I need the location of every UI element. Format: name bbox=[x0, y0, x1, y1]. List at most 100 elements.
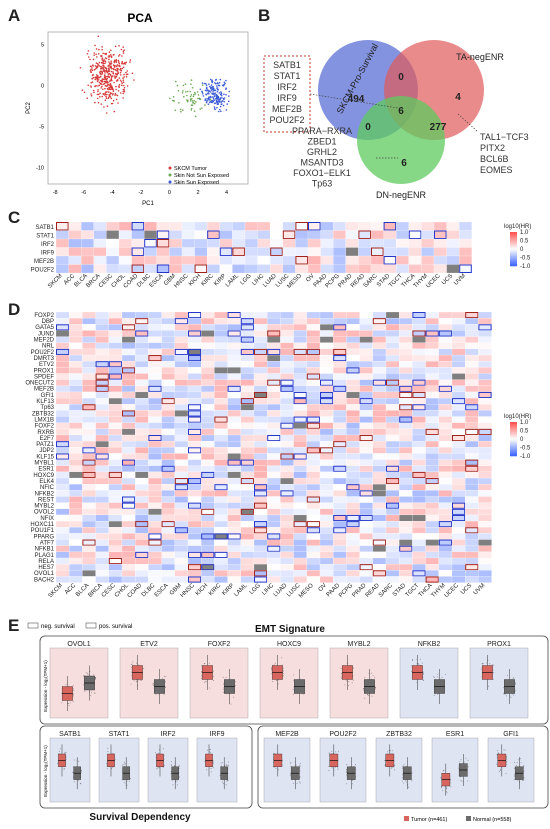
heatmap-sig-pos bbox=[412, 391, 426, 399]
venn-pointer-ta bbox=[457, 113, 479, 133]
venn-dn-genes: PPARA−RXRAZBED1GRHL2MSANTD3FOXO1−ELK1Tp6… bbox=[292, 126, 352, 189]
heatmap-cell bbox=[121, 354, 136, 362]
heatmap-cell bbox=[399, 354, 413, 362]
venn-count-ta-only: 4 bbox=[455, 92, 461, 103]
pca-point-tumor bbox=[110, 78, 113, 81]
heatmap-cell bbox=[95, 564, 109, 571]
boxplot-point bbox=[497, 752, 499, 754]
heatmap-sig-pos bbox=[270, 247, 283, 256]
heatmap-cell bbox=[372, 391, 387, 399]
pca-point-sun bbox=[219, 105, 222, 108]
pca-point-sun bbox=[201, 82, 204, 84]
heatmap-cell bbox=[370, 255, 384, 265]
heatmap-cell bbox=[227, 502, 241, 509]
pca-point-sun bbox=[214, 102, 216, 105]
colorbar-swatch bbox=[510, 449, 517, 452]
venn-count-skcm-only: 494 bbox=[348, 94, 365, 105]
boxplot-point bbox=[516, 761, 518, 763]
heatmap-cell bbox=[425, 373, 439, 380]
venn-center-gene: SATB1 bbox=[273, 60, 301, 70]
heatmap-sig-pos bbox=[465, 459, 479, 466]
heatmap-row-label: Tp63 bbox=[40, 405, 54, 411]
heatmap-cell bbox=[214, 453, 228, 460]
heatmap-sig-neg bbox=[383, 256, 397, 265]
pca-point-sun bbox=[228, 100, 230, 103]
pca-point-tumor bbox=[123, 76, 125, 78]
heatmap-cell bbox=[108, 354, 123, 362]
heatmap-cell bbox=[282, 230, 296, 240]
heatmap-cell bbox=[187, 379, 202, 386]
heatmap-cell bbox=[148, 330, 162, 337]
pca-point-tumor bbox=[98, 61, 101, 64]
heatmap-cell bbox=[425, 397, 439, 405]
heatmap-cell bbox=[267, 490, 281, 497]
heatmap-cell bbox=[359, 477, 373, 485]
heatmap-cell bbox=[121, 533, 136, 540]
pca-point-tumor bbox=[122, 81, 125, 83]
pca-point-tumor bbox=[126, 70, 129, 72]
heatmap-cell bbox=[135, 373, 149, 380]
boxplot-gene-title: IRF2 bbox=[160, 731, 175, 738]
heatmap-col-label: KIRC bbox=[208, 582, 223, 597]
heatmap-sig-neg bbox=[320, 379, 334, 386]
colorbar-swatch bbox=[510, 454, 517, 457]
boxplot-point bbox=[226, 780, 228, 782]
pca-point-tumor bbox=[115, 65, 118, 67]
heatmap-cell bbox=[240, 434, 255, 442]
heatmap-cell bbox=[201, 348, 215, 356]
heatmap-sig-neg bbox=[188, 478, 202, 485]
heatmap-sig-neg bbox=[399, 416, 413, 423]
heatmap-cell bbox=[253, 318, 268, 325]
colorbar-swatch bbox=[510, 257, 517, 260]
heatmap-cell bbox=[267, 447, 281, 454]
heatmap-cell bbox=[219, 230, 233, 240]
boxplot-point bbox=[271, 668, 272, 670]
heatmap-cell bbox=[346, 330, 360, 337]
heatmap-cell bbox=[451, 428, 466, 436]
boxplot-point bbox=[345, 680, 347, 682]
heatmap-cell bbox=[293, 311, 307, 319]
heatmap-cell bbox=[372, 324, 387, 331]
colorbar-swatch bbox=[510, 444, 517, 447]
heatmap-cell bbox=[293, 527, 307, 534]
pca-point-tumor bbox=[91, 81, 94, 83]
pca-point-tumor bbox=[112, 72, 114, 75]
pca-point-tumor bbox=[122, 52, 125, 54]
heatmap-cell bbox=[465, 379, 479, 386]
heatmap-row-label: FOXF2 bbox=[35, 424, 55, 430]
pca-point-tumor bbox=[108, 73, 111, 75]
pca-point-sun bbox=[216, 98, 218, 100]
heatmap-cell bbox=[118, 221, 132, 231]
heatmap-cell bbox=[135, 490, 149, 497]
heatmap-cell bbox=[478, 311, 492, 319]
boxplot-point bbox=[513, 694, 515, 696]
heatmap-cell bbox=[319, 484, 334, 491]
pca-point-tumor bbox=[103, 106, 105, 108]
heatmap-cell bbox=[465, 373, 479, 380]
boxplot-point bbox=[124, 763, 126, 765]
pca-point-tumor bbox=[108, 61, 110, 63]
heatmap-cell bbox=[399, 539, 413, 546]
pca-point-not-sun bbox=[186, 90, 189, 93]
pca-point-sun bbox=[225, 88, 227, 90]
pca-point-sun bbox=[223, 97, 226, 99]
heatmap-cell bbox=[121, 373, 136, 380]
heatmap-cell bbox=[135, 342, 149, 350]
boxplot-point bbox=[163, 693, 165, 695]
colorbar-tick: 0.5 bbox=[520, 239, 529, 245]
boxplot-point bbox=[355, 764, 356, 765]
heatmap-cell bbox=[121, 342, 136, 350]
boxplot-point bbox=[421, 662, 423, 664]
pca-plot: PCA -8 -6 -4 -2 0 2 4 50-5-10 PC1 PC2 SKCM Tum… bbox=[26, 11, 249, 207]
pca-point-tumor bbox=[116, 78, 119, 81]
boxplot-gene-title: ETV2 bbox=[140, 641, 158, 648]
pca-point-sun bbox=[218, 100, 220, 102]
heatmap-cell bbox=[306, 465, 321, 473]
boxplot-point bbox=[372, 675, 374, 677]
heatmap-cell bbox=[280, 311, 294, 319]
boxplot-frame bbox=[49, 737, 91, 803]
heatmap-cell bbox=[227, 514, 241, 522]
heatmap-cell bbox=[214, 557, 228, 565]
heatmap-cell bbox=[161, 502, 175, 509]
heatmap-cell bbox=[399, 379, 413, 386]
